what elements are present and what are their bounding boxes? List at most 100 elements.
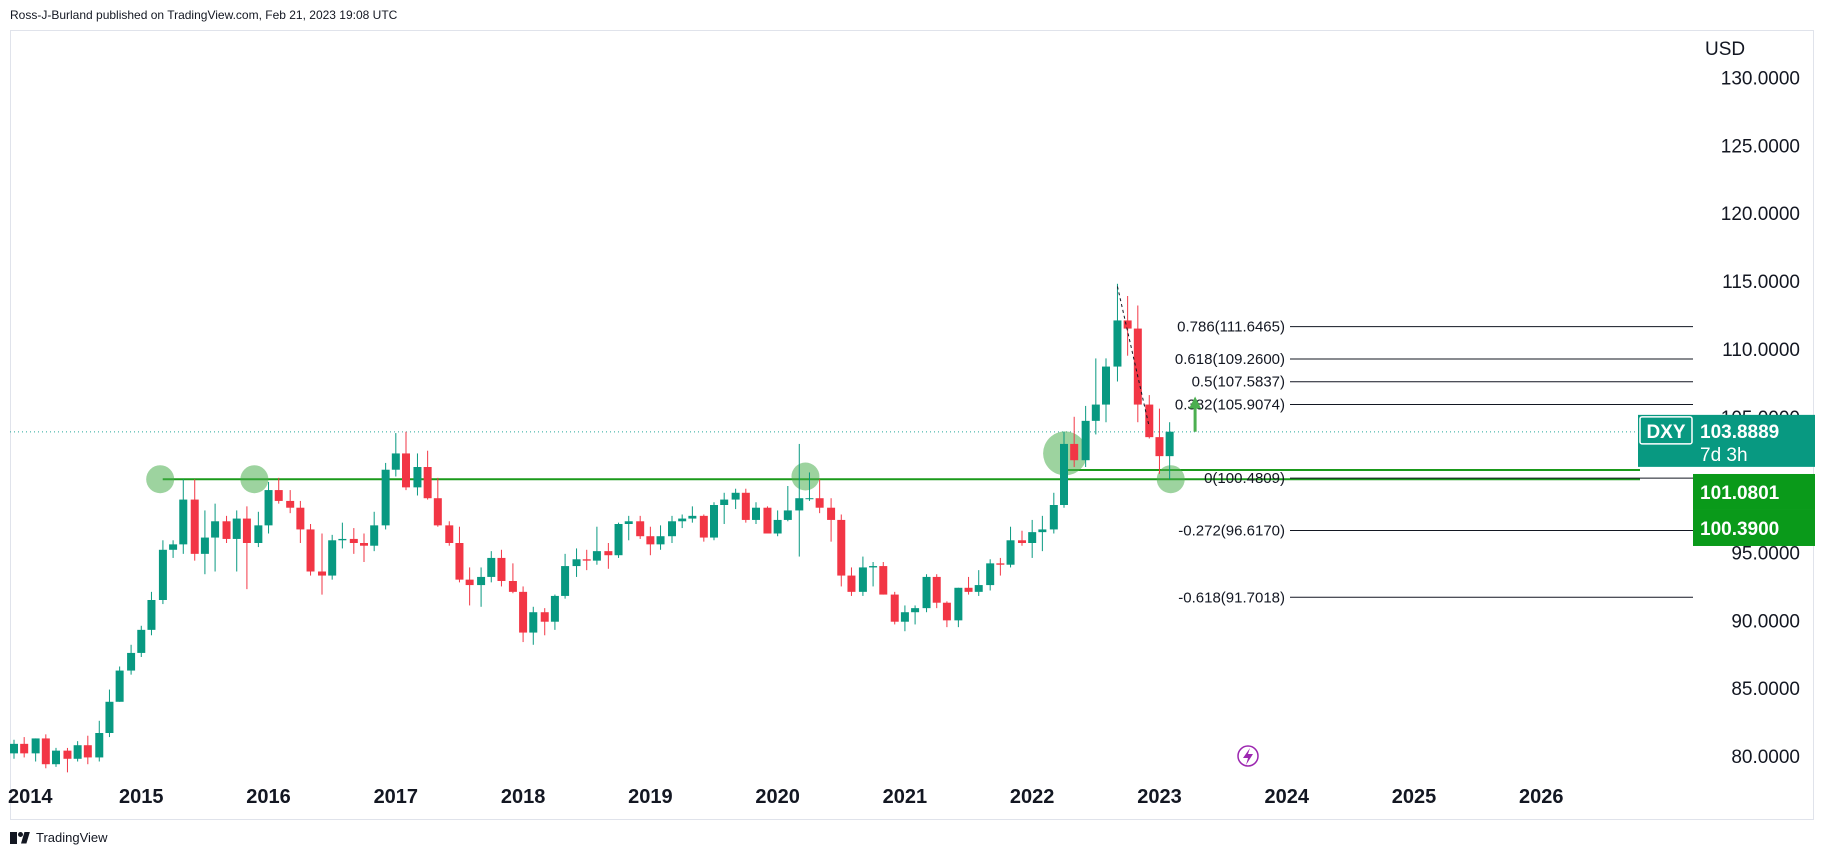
candle-down (932, 574, 941, 609)
candle-down (699, 514, 708, 542)
price-tick-label: 80.0000 (1731, 747, 1800, 768)
candle-down (296, 500, 305, 543)
candle-up (869, 562, 878, 587)
footer-brand: TradingView (36, 830, 108, 845)
candle-body (349, 538, 358, 543)
candle-up (550, 594, 559, 630)
candle-down (1155, 408, 1164, 474)
time-tick-label: 2016 (246, 786, 291, 808)
candle-down (540, 608, 549, 636)
candle-down (360, 533, 368, 562)
fib-level[interactable]: 0.786(111.6465) (1177, 319, 1693, 336)
candle-body (52, 750, 60, 765)
time-tick-label: 2018 (501, 786, 546, 808)
candle-body (879, 566, 888, 595)
price-tick-label: 110.0000 (1722, 340, 1800, 361)
candle-up (805, 472, 814, 501)
candle-down (847, 567, 856, 596)
candle-up (752, 502, 760, 524)
attribution: Ross-J-Burland published on TradingView.… (10, 8, 398, 22)
time-tick-label: 2014 (8, 786, 53, 808)
candle-up (911, 605, 920, 625)
candle-body (847, 575, 856, 592)
candle-body (465, 579, 474, 586)
candle-down (582, 549, 591, 571)
candle-up (211, 503, 220, 572)
candle-down (349, 528, 358, 554)
lightning-icon[interactable] (1237, 745, 1259, 767)
candle-body (1113, 320, 1122, 367)
candle-body (497, 557, 506, 581)
candle-body (741, 492, 750, 520)
fib-level[interactable]: -0.272(96.6170) (1178, 523, 1693, 540)
candle-body (1102, 366, 1110, 405)
candle-body (974, 585, 983, 592)
fib-retracement[interactable]: 0.786(111.6465) 0.618(109.2600) 0.5(107.58… (1175, 319, 1693, 607)
candle-down (455, 526, 464, 583)
candle-body (433, 498, 442, 526)
dxy-symbol: DXY (1646, 422, 1685, 443)
price-tick-label: 120.0000 (1721, 204, 1800, 225)
candle-body (911, 608, 920, 613)
candle-up (592, 526, 601, 565)
candle-body (1060, 443, 1068, 505)
candle-down (890, 591, 899, 625)
candle-up (1113, 283, 1122, 382)
candle-body (783, 510, 792, 520)
footer[interactable]: TradingView (10, 830, 108, 845)
candle-body (678, 518, 687, 522)
candle-body (147, 600, 156, 630)
candle-body (20, 743, 29, 754)
candle-down (636, 515, 645, 539)
candle-up (1006, 526, 1015, 568)
candle-body (318, 571, 326, 576)
fib-level[interactable]: -0.618(91.7018) (1178, 589, 1693, 606)
candle-body (83, 745, 92, 758)
candle-up (731, 488, 740, 510)
price-axis[interactable]: USD 130.0000 125.0000 120.0000 115.0000 110.0… (1705, 39, 1800, 768)
candle-body (127, 652, 136, 671)
candle-down (20, 737, 29, 758)
candle-down (465, 567, 474, 606)
dxy-symbol-box (1639, 416, 1693, 445)
candle-up (413, 453, 422, 496)
dxy-price: 103.8889 (1700, 422, 1779, 443)
candle-body (370, 525, 379, 546)
candle-up (668, 515, 676, 543)
candle-down (942, 601, 951, 628)
candle-body (1049, 505, 1058, 530)
candle-down (1133, 305, 1142, 423)
candle-up (986, 559, 995, 591)
time-tick-label: 2026 (1519, 786, 1564, 808)
highlight-circles (146, 431, 1185, 494)
support-tag-value: 100.3900 (1700, 519, 1779, 540)
candle-body (1070, 443, 1079, 461)
candle-up (137, 625, 146, 657)
candle-body (360, 543, 368, 546)
candle-down (827, 498, 836, 542)
fib-level-label: -0.618(91.7018) (1178, 589, 1285, 606)
candle-down (63, 747, 72, 773)
fib-level-label: 0(100.4809) (1204, 470, 1285, 487)
time-axis[interactable]: 2014 2015 2016 2017 2018 2019 2020 2021 2022 2023… (8, 786, 1564, 808)
currency-label: USD (1705, 39, 1745, 60)
time-tick-label: 2019 (628, 786, 673, 808)
fib-level[interactable]: 0.5(107.5837) (1192, 374, 1693, 391)
candle-up (95, 720, 104, 762)
fib-level[interactable]: 0.382(105.9074) (1175, 396, 1693, 413)
candle-down (242, 506, 251, 590)
candles-layer (10, 283, 1174, 773)
candle-down (519, 586, 528, 643)
candle-body (592, 551, 601, 561)
fib-level[interactable]: 0(100.4809) (1204, 470, 1693, 487)
candle-body (328, 540, 337, 576)
candle-down (274, 477, 283, 504)
candle-down (763, 506, 772, 534)
candle-down (286, 490, 295, 514)
candle-up (572, 548, 581, 577)
candle-down (996, 557, 1005, 576)
candle-body (614, 524, 623, 556)
fib-level[interactable]: 0.618(109.2600) (1175, 351, 1693, 368)
candle-down (306, 524, 315, 576)
